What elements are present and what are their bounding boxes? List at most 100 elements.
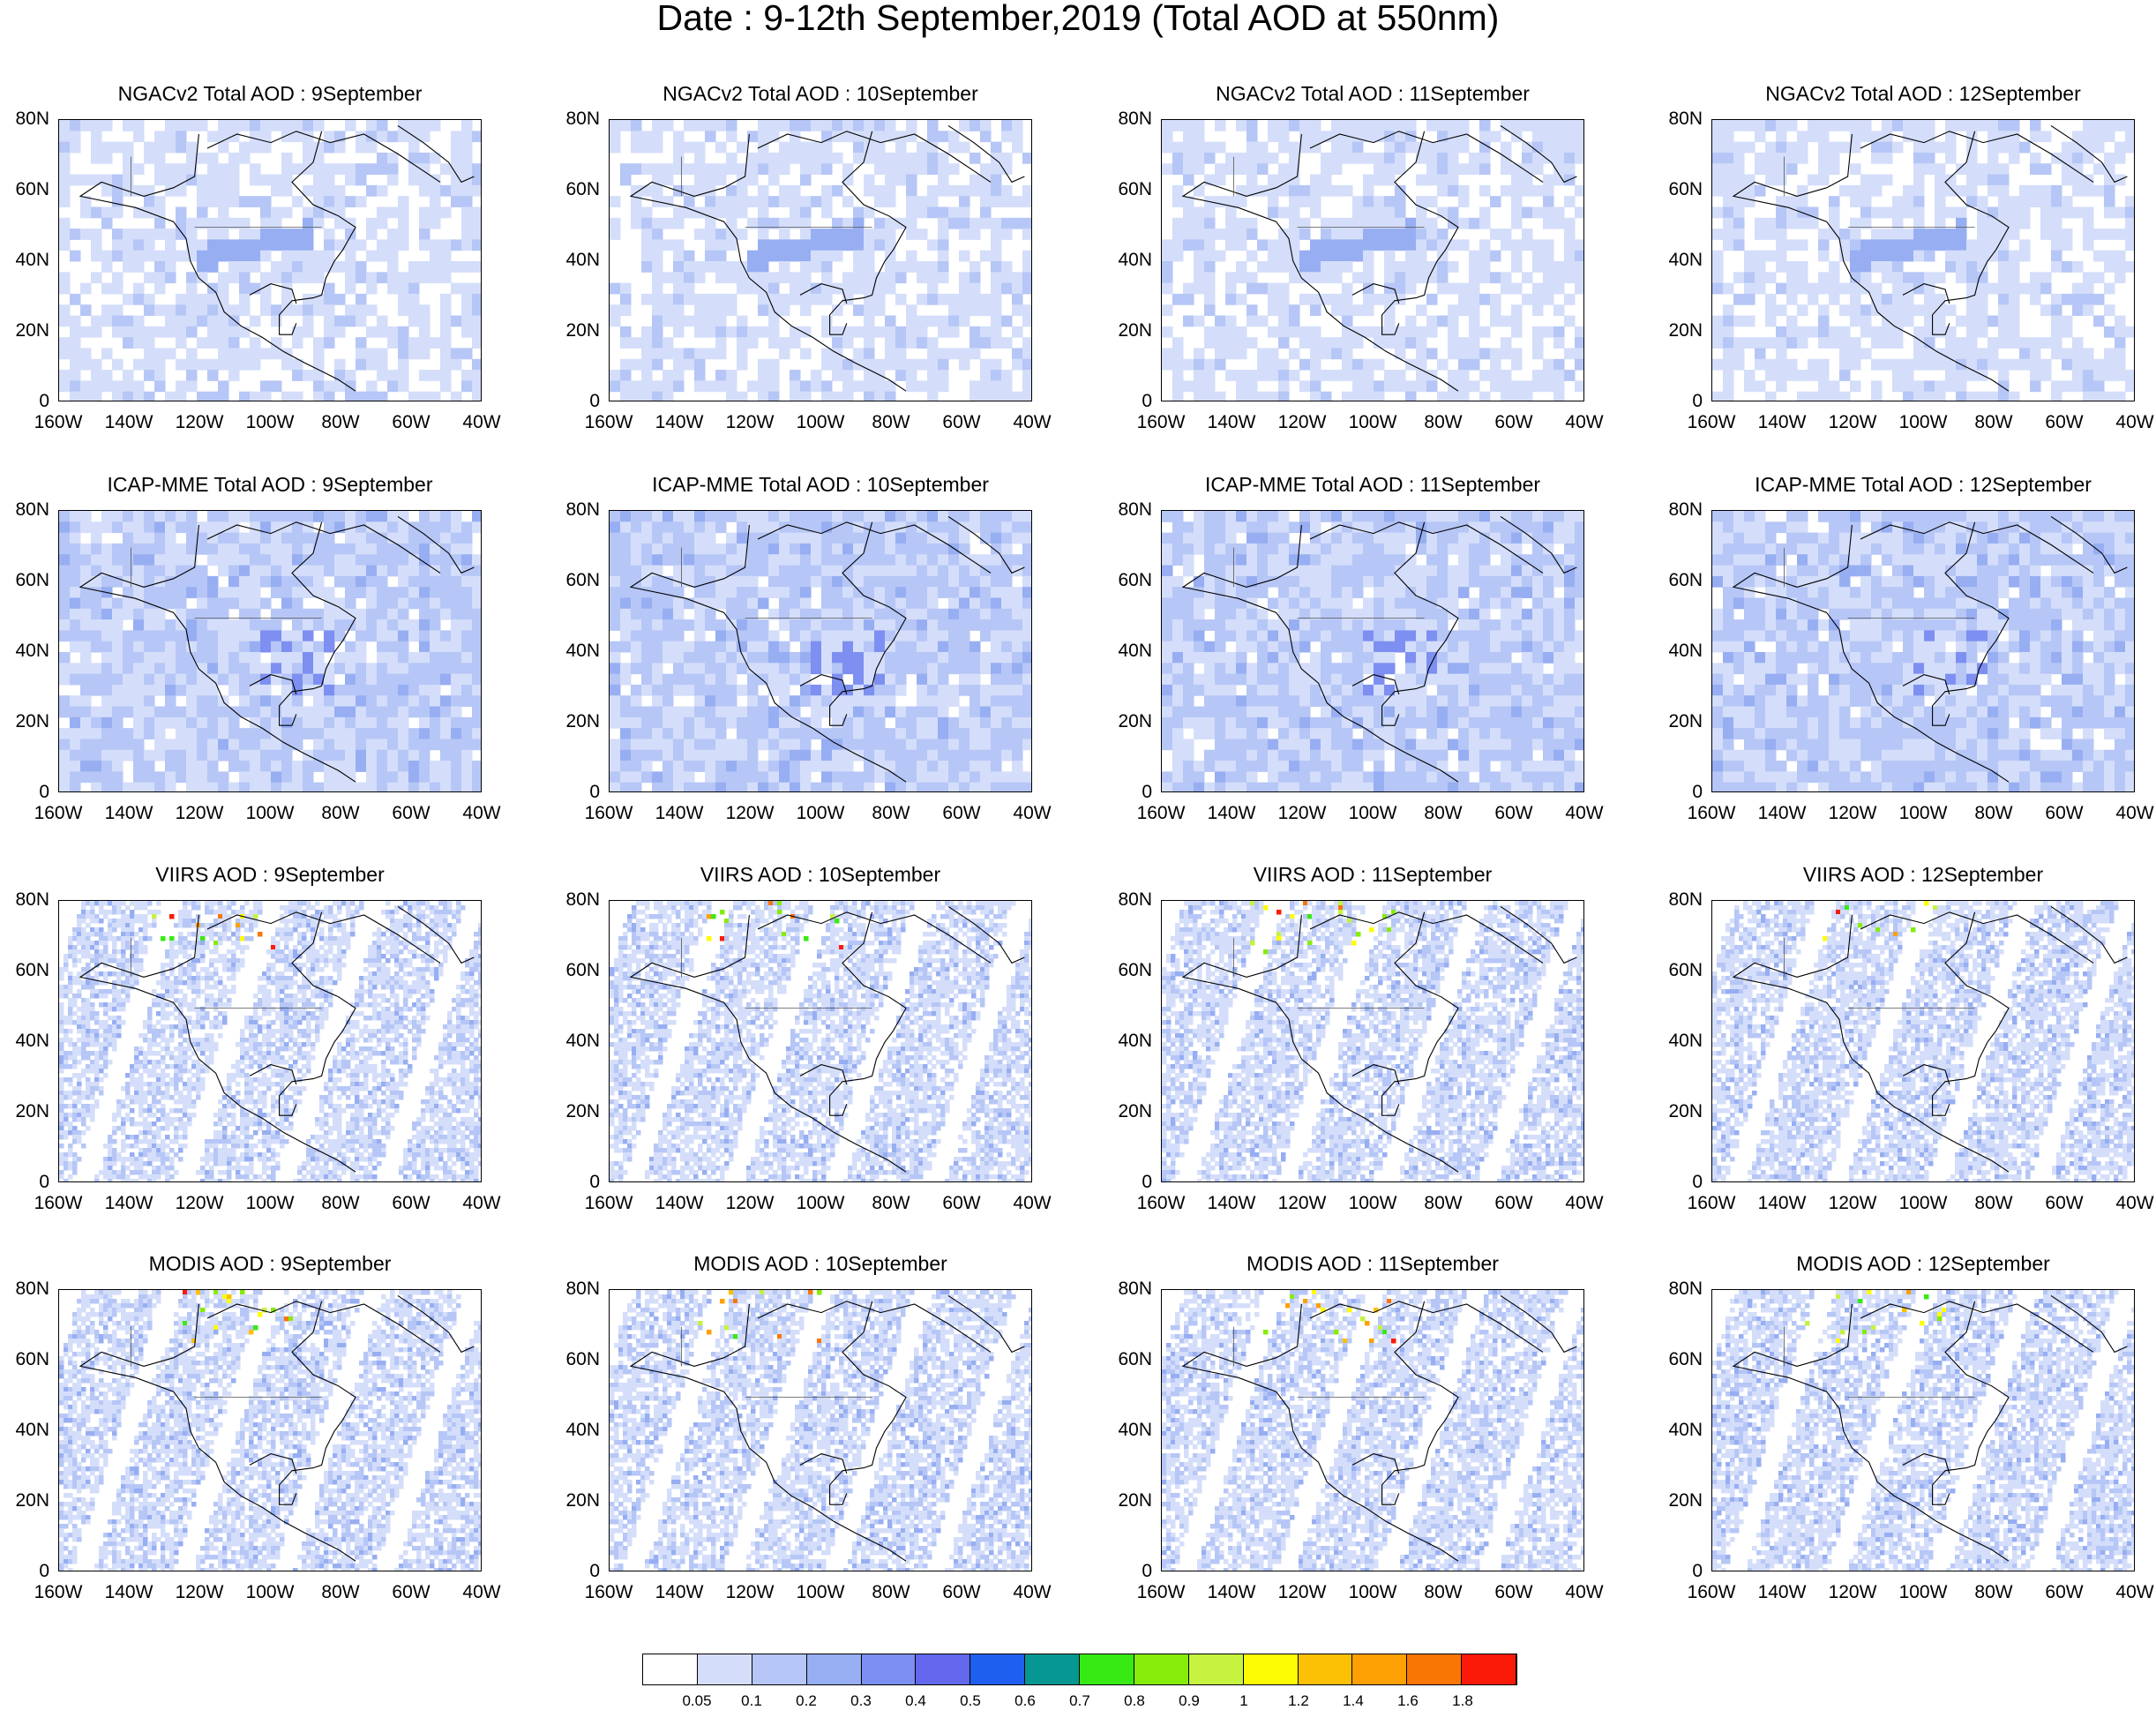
x-tick-label: 60W [2033,803,2095,824]
y-tick-label: 0 [554,1561,600,1582]
y-tick-label: 40N [4,641,49,662]
y-tick-label: 80N [554,1279,600,1300]
panel-title: MODIS AOD : 11September [1143,1252,1602,1276]
x-tick-label: 140W [1201,412,1262,433]
coastline [799,674,848,695]
x-tick-label: 60W [1483,1582,1545,1603]
coastline [947,905,1025,964]
coastline [2050,1294,2128,1354]
colorbar-label: 0.8 [1112,1692,1157,1710]
y-tick-label: 80N [554,499,600,521]
coastline [1860,521,2094,574]
x-tick-label: 160W [578,803,640,824]
y-tick-label: 20N [1657,320,1703,341]
x-tick-label: 60W [380,1582,442,1603]
y-tick-label: 40N [4,1031,49,1052]
x-tick-label: 100W [790,412,851,433]
coastline [757,131,992,183]
y-tick-label: 60N [1657,570,1703,591]
y-tick-label: 60N [1106,960,1152,981]
y-tick-label: 40N [1657,250,1703,271]
y-tick-label: 60N [4,570,49,591]
x-tick-label: 120W [168,412,230,433]
colorbar-swatch [861,1654,917,1684]
coastline [397,1294,475,1354]
aod-field [59,1290,481,1571]
x-tick-label: 140W [648,1193,710,1214]
y-tick-label: 60N [4,1349,49,1370]
x-tick-label: 160W [1681,803,1742,824]
x-tick-label: 160W [27,1193,89,1214]
x-tick-label: 120W [1271,1193,1333,1214]
y-tick-label: 80N [4,1279,49,1300]
coastline [1309,131,1544,183]
x-tick-label: 40W [2104,412,2156,433]
x-tick-label: 100W [790,803,851,824]
aod-map [609,119,1032,401]
y-tick-label: 60N [554,960,600,981]
coastline [249,1064,297,1085]
x-tick-label: 140W [1201,803,1262,824]
colorbar-label: 0.1 [730,1692,774,1710]
x-tick-label: 120W [1822,1582,1883,1603]
x-tick-label: 80W [1963,1582,2025,1603]
y-tick-label: 0 [4,1172,49,1193]
coastline [947,1294,1025,1354]
y-tick-label: 40N [554,1420,600,1441]
coastline [829,131,907,335]
aod-field [1162,120,1583,401]
coastline [947,515,1025,574]
aod-map [609,1289,1032,1571]
panel-title: NGACv2 Total AOD : 12September [1694,82,2152,106]
x-tick-label: 60W [380,803,442,824]
x-tick-label: 80W [1963,1193,2025,1214]
coastline [757,521,992,574]
y-tick-label: 40N [1106,1420,1152,1441]
colorbar-label: 1.8 [1441,1692,1485,1710]
colorbar-label: 0.7 [1058,1692,1102,1710]
aod-field [610,511,1031,791]
x-tick-label: 100W [239,1193,301,1214]
aod-map [1161,510,1584,792]
x-tick-label: 140W [1751,1582,1813,1603]
x-tick-label: 120W [719,412,781,433]
panel-title: MODIS AOD : 12September [1694,1252,2152,1276]
coastline [79,1303,356,1562]
x-tick-label: 40W [2104,803,2156,824]
coastline [1381,911,1459,1116]
y-tick-label: 80N [1106,499,1152,521]
x-tick-label: 60W [1483,412,1545,433]
aod-map [1161,900,1584,1182]
coastline [629,914,907,1173]
y-tick-label: 40N [554,641,600,662]
x-tick-label: 80W [310,412,371,433]
y-tick-label: 40N [4,250,49,271]
x-tick-label: 80W [1412,412,1474,433]
x-tick-label: 60W [2033,1193,2095,1214]
y-tick-label: 40N [4,1420,49,1441]
y-tick-label: 40N [554,1031,600,1052]
aod-field [610,1290,1031,1571]
aod-map [58,900,482,1182]
y-tick-label: 80N [1657,1279,1703,1300]
x-tick-label: 80W [1412,1193,1474,1214]
y-tick-label: 0 [1657,1172,1703,1193]
y-tick-label: 40N [1657,1031,1703,1052]
y-tick-label: 0 [1106,782,1152,803]
x-tick-label: 160W [27,412,89,433]
y-tick-label: 60N [1106,1349,1152,1370]
coastline [1732,1303,2010,1562]
aod-map [58,1289,482,1571]
colorbar-swatch [1188,1654,1244,1684]
y-tick-label: 40N [1106,641,1152,662]
coastline [629,133,907,392]
coastline [1932,521,2010,726]
coastline [1351,1453,1400,1474]
coastline [1732,524,2010,783]
x-tick-label: 100W [1342,1582,1404,1603]
x-tick-label: 80W [860,1582,922,1603]
y-tick-label: 60N [1106,179,1152,200]
x-tick-label: 100W [1892,1193,1954,1214]
y-tick-label: 40N [1106,250,1152,271]
x-tick-label: 100W [790,1193,851,1214]
